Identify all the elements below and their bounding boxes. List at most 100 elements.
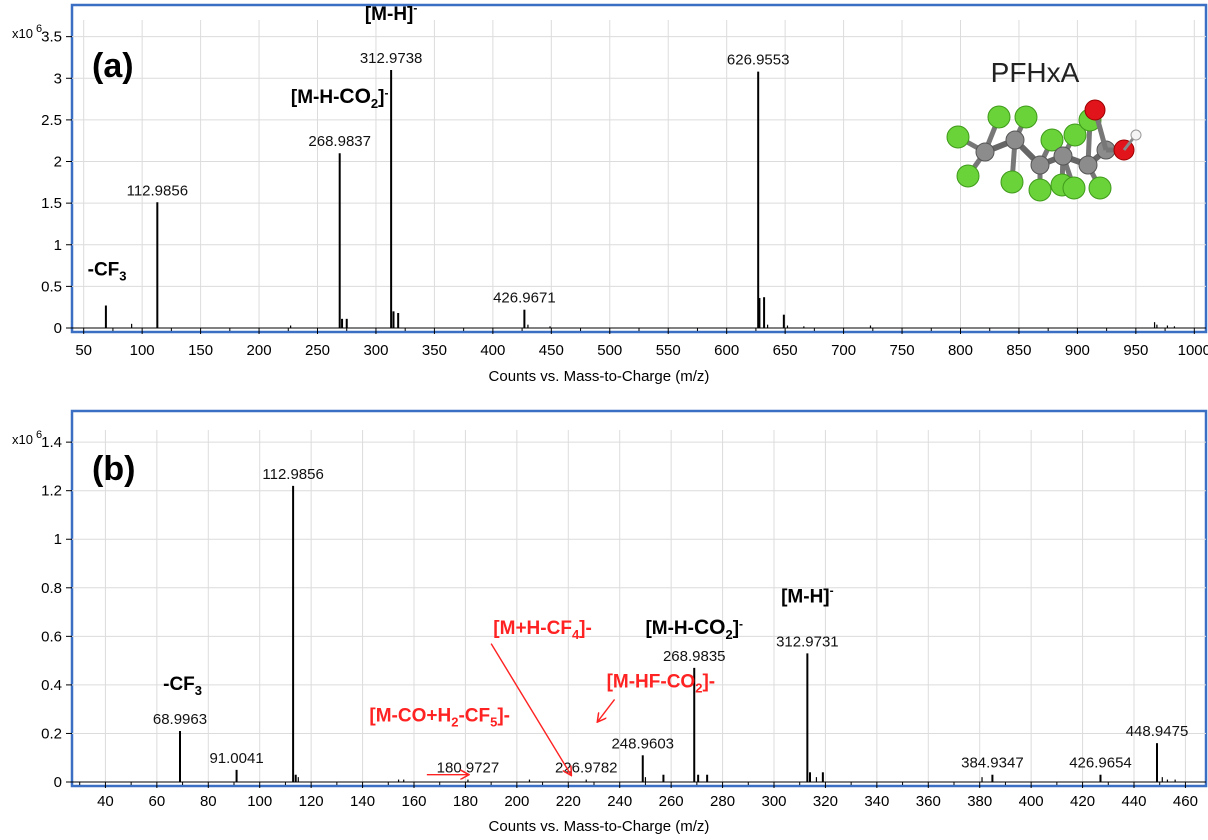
fluorine-atom bbox=[1088, 176, 1112, 200]
x-tick-label: 650 bbox=[773, 342, 798, 359]
x-tick-label: 50 bbox=[75, 342, 92, 359]
peak-mz-label: 112.9856 bbox=[127, 182, 188, 199]
x-tick-label: 400 bbox=[480, 342, 505, 359]
x-tick-label: 280 bbox=[710, 793, 735, 810]
x-tick-label: 750 bbox=[890, 342, 915, 359]
fluorine-atom bbox=[956, 164, 980, 188]
x-tick-label: 340 bbox=[864, 793, 889, 810]
carbon-atom bbox=[1078, 155, 1098, 175]
peak-mz-label: 248.9603 bbox=[611, 735, 674, 752]
fluorine-atom bbox=[1028, 178, 1052, 202]
x-tick-label: 800 bbox=[948, 342, 973, 359]
x-tick-label: 350 bbox=[422, 342, 447, 359]
fragment-annotation: [M-H]- bbox=[781, 583, 834, 607]
fragment-annotation: [M+H-CF4]- bbox=[493, 618, 592, 642]
x-tick-label: 140 bbox=[350, 793, 375, 810]
x-tick-label: 440 bbox=[1121, 793, 1146, 810]
panel-label: (a) bbox=[92, 47, 134, 85]
peak-mz-label: 112.9856 bbox=[262, 466, 323, 483]
x-tick-label: 40 bbox=[97, 793, 114, 810]
panel-label: (b) bbox=[92, 450, 135, 488]
y-tick-label: 0.2 bbox=[41, 725, 62, 742]
peak-mz-label: 180.9727 bbox=[437, 760, 500, 777]
x-tick-label: 220 bbox=[556, 793, 581, 810]
x-tick-label: 160 bbox=[401, 793, 426, 810]
fragment-annotation: -CF3 bbox=[163, 674, 202, 698]
fragment-annotation: [M-H]- bbox=[365, 1, 418, 25]
carbon-atom bbox=[1030, 155, 1050, 175]
y-tick-label: 1.4 bbox=[41, 434, 62, 451]
x-tick-label: 450 bbox=[539, 342, 564, 359]
carbon-atom bbox=[1005, 130, 1025, 150]
peak-mz-label: 226.9782 bbox=[555, 760, 618, 777]
y-tick-label: 2 bbox=[54, 154, 62, 171]
x-tick-label: 300 bbox=[761, 793, 786, 810]
fluorine-atom bbox=[1062, 176, 1086, 200]
x-tick-label: 600 bbox=[714, 342, 739, 359]
fragment-annotation: [M-CO+H2-CF5]- bbox=[369, 705, 510, 729]
x-tick-label: 360 bbox=[916, 793, 941, 810]
molecule-name-label: PFHxA bbox=[991, 57, 1080, 88]
x-tick-label: 320 bbox=[813, 793, 838, 810]
x-tick-label: 200 bbox=[504, 793, 529, 810]
y-tick-label: 3 bbox=[54, 70, 62, 87]
x-axis-label: Counts vs. Mass-to-Charge (m/z) bbox=[489, 818, 710, 835]
plot-frame bbox=[70, 409, 1208, 788]
x-tick-label: 240 bbox=[607, 793, 632, 810]
x-tick-label: 950 bbox=[1123, 342, 1148, 359]
carbon-atom bbox=[975, 142, 995, 162]
x-tick-label: 60 bbox=[149, 793, 166, 810]
fragment-annotation: [M-H-CO2]- bbox=[645, 616, 743, 642]
fluorine-atom bbox=[1014, 105, 1038, 129]
x-tick-label: 80 bbox=[200, 793, 217, 810]
fluorine-atom bbox=[1000, 170, 1024, 194]
y-tick-label: 1.5 bbox=[41, 195, 62, 212]
x-tick-label: 550 bbox=[656, 342, 681, 359]
plot-frame bbox=[70, 3, 1208, 334]
fluorine-atom bbox=[1063, 123, 1087, 147]
carbon-atom bbox=[1053, 146, 1073, 166]
peak-mz-label: 626.9553 bbox=[727, 52, 790, 69]
y-tick-label: 0 bbox=[54, 320, 62, 337]
x-tick-label: 420 bbox=[1070, 793, 1095, 810]
x-tick-label: 700 bbox=[831, 342, 856, 359]
peak-mz-label: 268.9835 bbox=[663, 648, 726, 665]
x-tick-label: 1000 bbox=[1178, 342, 1208, 359]
fragment-annotation: [M-HF-CO2]- bbox=[607, 671, 716, 695]
peak-mz-label: 426.9671 bbox=[493, 290, 556, 307]
x-tick-label: 380 bbox=[967, 793, 992, 810]
fluorine-atom bbox=[987, 105, 1011, 129]
annotation-arrow bbox=[490, 643, 571, 775]
x-tick-label: 250 bbox=[305, 342, 330, 359]
x-tick-label: 120 bbox=[299, 793, 324, 810]
y-tick-label: 0.6 bbox=[41, 628, 62, 645]
y-tick-label: 3.5 bbox=[41, 29, 62, 46]
fragment-annotation: [M-H-CO2]- bbox=[291, 85, 389, 111]
hydrogen-atom bbox=[1130, 129, 1142, 141]
peak-mz-label: 312.9738 bbox=[360, 50, 423, 67]
y-tick-label: 0.5 bbox=[41, 278, 62, 295]
x-tick-label: 260 bbox=[659, 793, 684, 810]
y-tick-label: 0.4 bbox=[41, 677, 62, 694]
oxygen-atom bbox=[1084, 99, 1106, 121]
y-axis-multiplier: x10 6 bbox=[12, 429, 42, 447]
x-tick-label: 180 bbox=[453, 793, 478, 810]
y-tick-label: 1 bbox=[54, 531, 62, 548]
chart-panel-a: 50 100 150 200 250 300 350 400 450 500 550 600 650 70… bbox=[12, 1, 1208, 385]
x-tick-label: 460 bbox=[1173, 793, 1198, 810]
y-tick-label: 0.8 bbox=[41, 580, 62, 597]
chart-panel-b: 40 60 80 100 120 140 160 180 200 220 240 260 280 300 3… bbox=[12, 409, 1208, 835]
x-axis-label: Counts vs. Mass-to-Charge (m/z) bbox=[489, 368, 710, 385]
fragment-annotation: -CF3 bbox=[88, 260, 127, 284]
fluorine-atom bbox=[1040, 128, 1064, 152]
x-tick-label: 850 bbox=[1006, 342, 1031, 359]
x-tick-label: 200 bbox=[247, 342, 272, 359]
y-tick-label: 1.2 bbox=[41, 483, 62, 500]
peak-mz-label: 68.9963 bbox=[153, 711, 207, 728]
peak-mz-label: 384.9347 bbox=[961, 755, 1024, 772]
fluorine-atom bbox=[946, 125, 970, 149]
peak-mz-label: 91.0041 bbox=[209, 750, 263, 767]
x-tick-label: 900 bbox=[1065, 342, 1090, 359]
x-tick-label: 500 bbox=[597, 342, 622, 359]
